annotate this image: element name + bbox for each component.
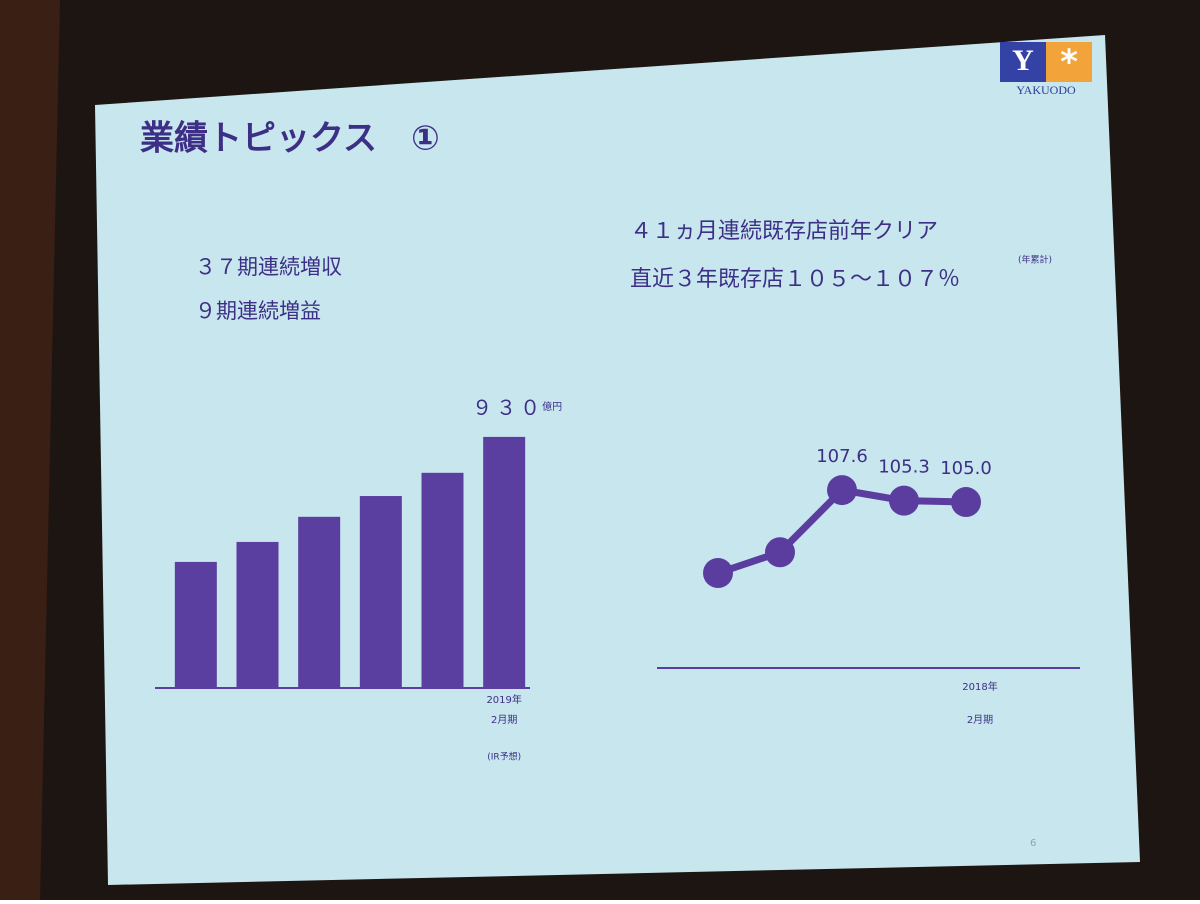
point <box>889 485 919 516</box>
x-tick-label: 2019年 <box>486 693 521 706</box>
unit-label: 億円 <box>542 400 562 413</box>
slide-title: 業績トピックス ① <box>140 119 440 159</box>
right-note: (年累計) <box>1018 254 1052 266</box>
right-line: 直近３年既存店１０５～１０７％ <box>630 267 960 292</box>
point <box>827 475 857 506</box>
logo-star-box <box>1046 42 1092 82</box>
point <box>703 558 733 589</box>
logo-mark: Y <box>1012 44 1034 77</box>
logo-y-box <box>1000 42 1046 82</box>
point <box>765 537 795 568</box>
x-tick-label: 2018年 <box>962 680 997 693</box>
page-number: 6 <box>1030 838 1036 849</box>
note-label: (IR予想) <box>487 751 521 763</box>
bar <box>483 436 526 688</box>
logo-name: YAKUODO <box>1016 83 1076 97</box>
left-line: ３７期連続増収 <box>195 255 342 279</box>
value-label: ９３０ <box>472 395 544 419</box>
value-label: 107.6 <box>816 446 868 467</box>
bar <box>236 541 279 688</box>
period-label: 2月期 <box>967 714 993 726</box>
slide <box>95 35 1140 885</box>
logo-star: * <box>1060 43 1078 83</box>
bar <box>298 516 341 688</box>
bar <box>359 496 402 688</box>
right-line: ４１ヵ月連続既存店前年クリア <box>630 219 938 244</box>
left-line: ９期連続増益 <box>195 299 321 323</box>
logo: Y * YAKUODO <box>1000 42 1092 97</box>
value-label: 105.3 <box>878 457 930 478</box>
value-label: 105.0 <box>940 458 992 479</box>
point <box>951 487 981 518</box>
bar <box>174 561 217 688</box>
period-label: 2月期 <box>491 714 517 726</box>
bar <box>421 472 464 688</box>
